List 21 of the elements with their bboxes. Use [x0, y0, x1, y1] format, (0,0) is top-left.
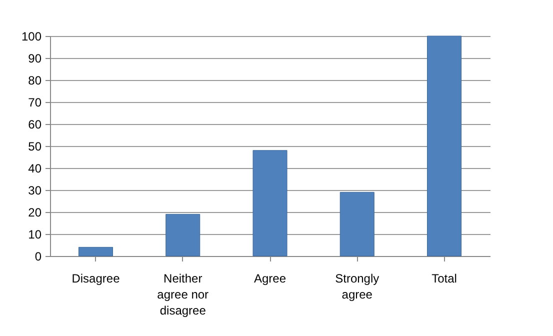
x-tick-label: Disagree — [72, 272, 120, 286]
bar — [340, 192, 374, 256]
y-tick-label: 90 — [28, 52, 42, 66]
y-tick-label: 40 — [28, 162, 42, 176]
x-tick-label: Agree — [254, 272, 286, 286]
y-tick-label: 70 — [28, 96, 42, 110]
y-tick-label: 10 — [28, 228, 42, 242]
y-tick-label: 0 — [34, 250, 42, 264]
y-tick-label: 20 — [28, 206, 42, 220]
bar — [166, 214, 200, 256]
y-tick-label: 100 — [21, 30, 42, 44]
x-tick-label: Strongly agree — [335, 272, 380, 302]
bar — [78, 246, 113, 256]
y-tick-label: 80 — [28, 74, 42, 88]
bar — [252, 150, 288, 256]
y-tick-label: 60 — [28, 118, 42, 132]
y-tick-label: 50 — [28, 140, 42, 154]
x-tick-label: Neither agree nor disagree — [157, 272, 209, 318]
y-tick-label: 30 — [28, 184, 42, 198]
bar — [427, 36, 462, 256]
x-tick-label: Total — [432, 272, 457, 286]
